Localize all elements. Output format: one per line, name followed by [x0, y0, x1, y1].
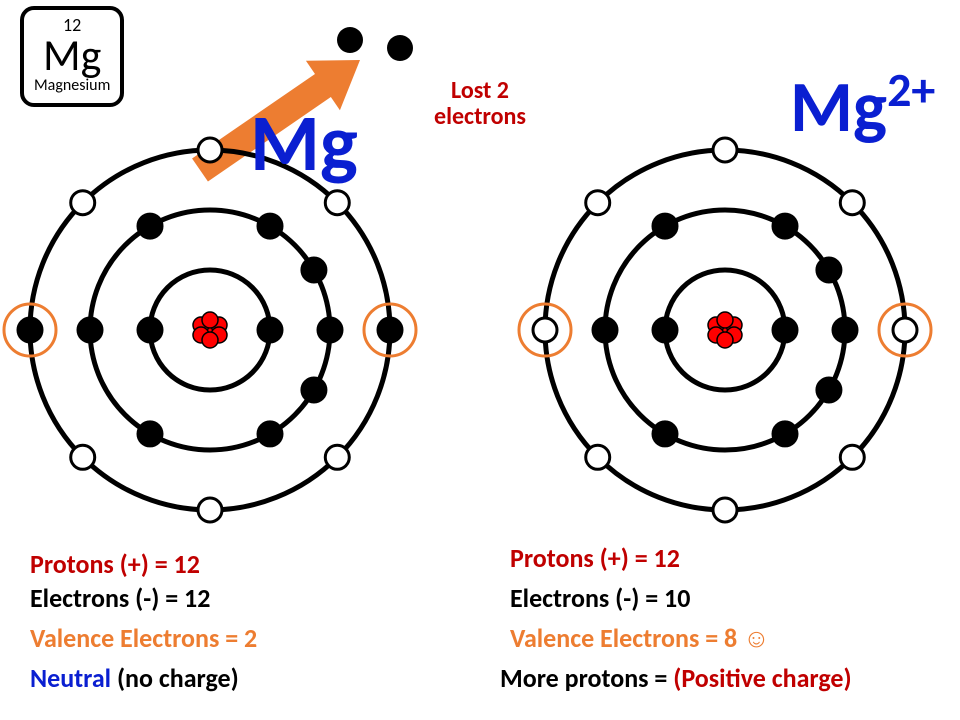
- left-valence-line: Valence Electrons = 2: [30, 622, 257, 654]
- left-electrons-line: Electrons (-) = 12: [30, 582, 210, 614]
- right-atom-symbol: Mg: [790, 63, 887, 151]
- left-protons-line: Protons (+) = 12: [30, 548, 200, 580]
- lost-electrons-label: Lost 2 electrons: [420, 78, 540, 131]
- left-atom-symbol: Mg: [250, 95, 358, 192]
- right-valence-line: Valence Electrons = 8 ☺: [510, 622, 770, 654]
- right-protons-line: Protons (+) = 12: [510, 542, 680, 574]
- left-charge-line: Neutral (no charge): [30, 662, 239, 694]
- right-atom-label: Mg2+: [790, 60, 935, 151]
- left-atom-label: Mg: [250, 95, 358, 192]
- right-charge-line: More protons = (Positive charge): [500, 662, 852, 694]
- right-atom-charge: 2+: [887, 60, 935, 119]
- right-electrons-line: Electrons (-) = 10: [510, 582, 690, 614]
